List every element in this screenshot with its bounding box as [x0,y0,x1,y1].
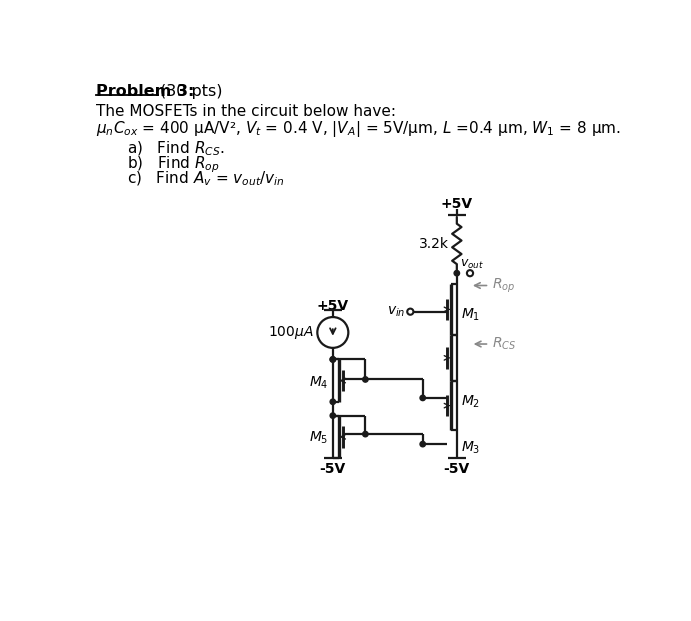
Text: $v_{in}$: $v_{in}$ [387,304,406,319]
Text: $M_3$: $M_3$ [462,440,481,456]
Circle shape [454,271,460,276]
Text: $R_{CS}$: $R_{CS}$ [492,336,516,352]
Text: b)   Find $R_{op}$: b) Find $R_{op}$ [126,155,220,175]
Text: The MOSFETs in the circuit below have:: The MOSFETs in the circuit below have: [95,104,396,119]
Text: $M_1$: $M_1$ [462,307,481,324]
Circle shape [363,432,368,437]
Text: $M_2$: $M_2$ [462,393,481,410]
Text: +5V: +5V [441,197,473,211]
Text: -5V: -5V [444,462,470,476]
Circle shape [330,413,336,419]
Circle shape [420,395,426,401]
Text: $100\mu A$: $100\mu A$ [268,324,314,341]
Text: a)   Find $R_{CS}$.: a) Find $R_{CS}$. [126,139,225,158]
Text: $v_{out}$: $v_{out}$ [460,258,484,271]
Circle shape [330,356,336,362]
Text: $M_4$: $M_4$ [309,375,328,391]
Text: (30 pts): (30 pts) [160,84,223,99]
Circle shape [363,377,368,382]
Circle shape [330,399,336,404]
Text: Problem 3:: Problem 3: [95,84,194,99]
Text: -5V: -5V [320,462,346,476]
Text: 3.2k: 3.2k [419,237,449,251]
Circle shape [407,309,413,315]
Text: +5V: +5V [316,299,349,312]
Circle shape [330,356,336,362]
Text: $\mu_n C_{ox}$ = 400 μA/V², $V_t$ = 0.4 V, $|V_A|$ = 5V/μm, $L$ =0.4 μm, $W_1$ =: $\mu_n C_{ox}$ = 400 μA/V², $V_t$ = 0.4 … [95,119,621,139]
Text: $M_5$: $M_5$ [309,430,328,446]
Circle shape [467,270,473,276]
Text: c)   Find $A_v$ = $v_{out}$/$v_{in}$: c) Find $A_v$ = $v_{out}$/$v_{in}$ [126,170,285,188]
Circle shape [420,442,426,447]
Text: $R_{op}$: $R_{op}$ [492,276,515,294]
